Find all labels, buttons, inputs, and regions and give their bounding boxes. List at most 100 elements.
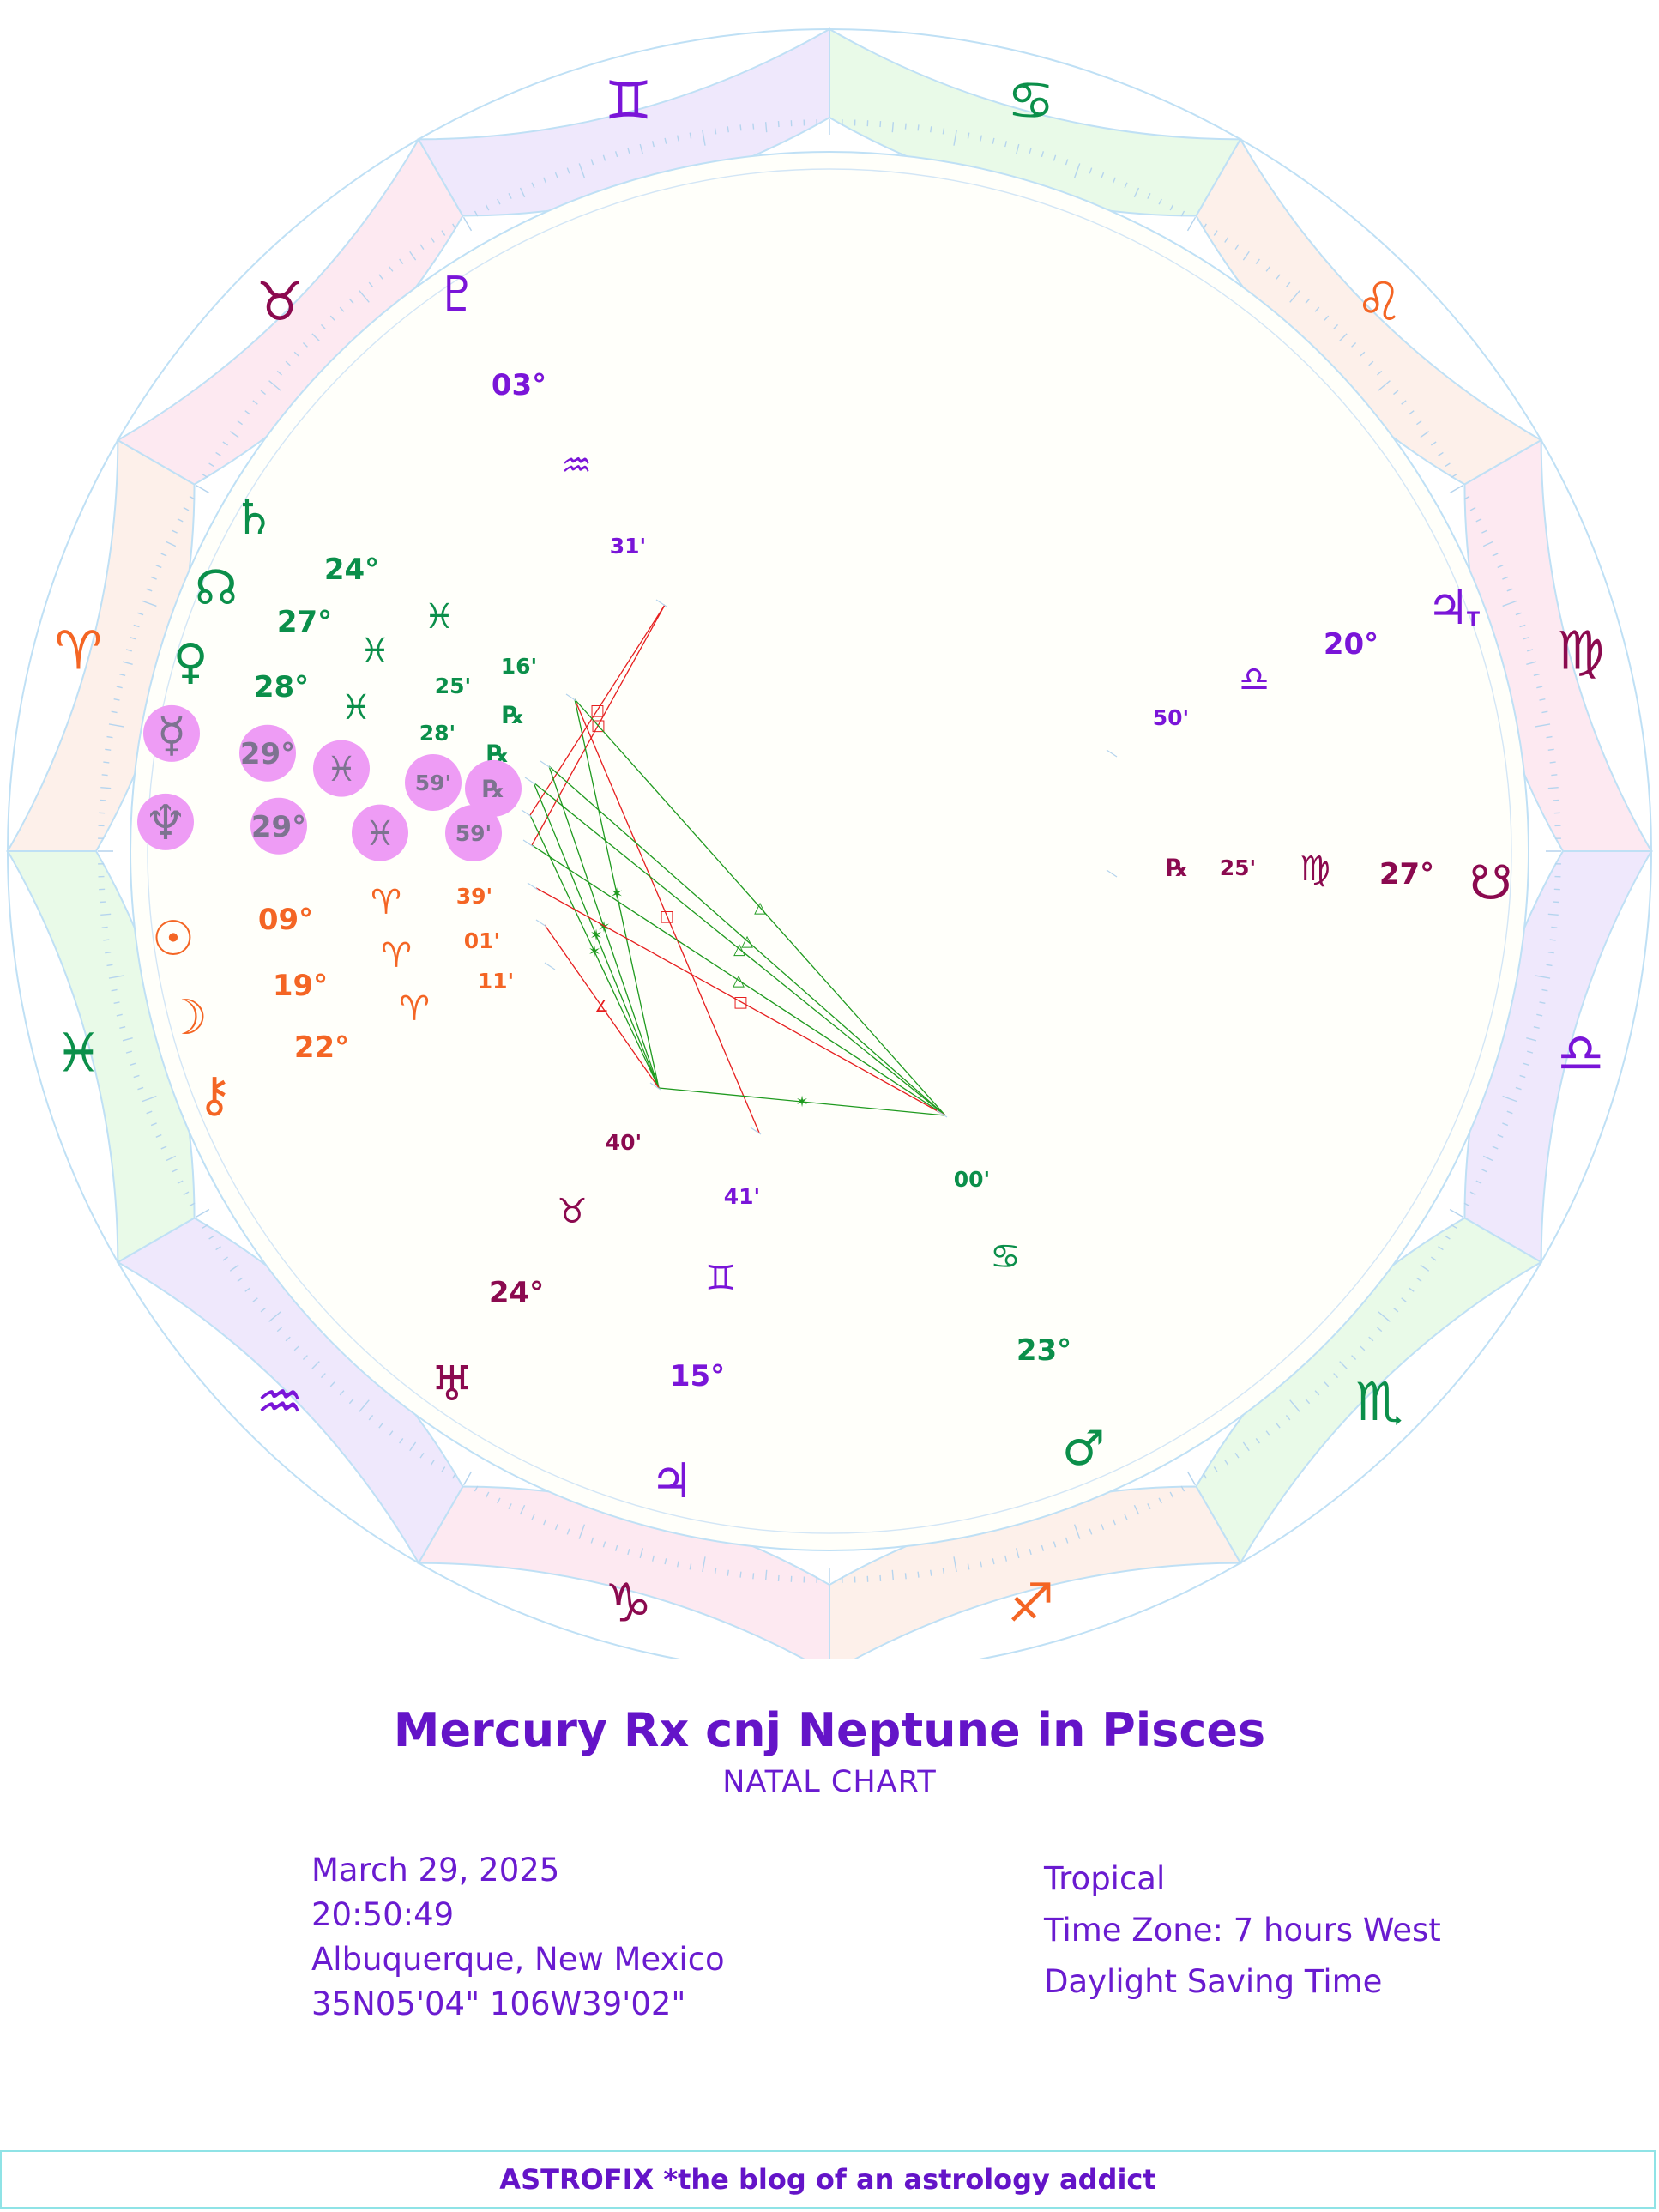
degree-tick <box>1101 1524 1105 1531</box>
degree-tick <box>1324 315 1330 321</box>
degree-tick <box>150 576 157 580</box>
planet-node[interactable]: ☊ 27° ♓ 25' ℞ <box>195 560 523 729</box>
degree-tick <box>1089 1528 1093 1535</box>
planet-saturn[interactable]: ♄ 24° ♓ 16' <box>232 490 537 679</box>
degree-tick <box>202 474 208 478</box>
degree-tick <box>474 210 479 217</box>
degree-tick <box>1506 588 1513 592</box>
degree-tick <box>1169 1491 1174 1498</box>
birth-data: March 29, 2025 20:50:49 Albuquerque, New… <box>311 1848 725 2027</box>
degree-tick <box>1469 1191 1476 1196</box>
sun-glyph-icon: ☉ <box>152 911 195 967</box>
degree-tick <box>276 1327 282 1333</box>
planet-vertex[interactable]: ♃T 20° ♎ 50' <box>1153 580 1480 730</box>
planet-mars[interactable]: ♂ 23° ♋ 00' <box>954 1167 1105 1477</box>
degree-tick <box>441 230 446 236</box>
vertex-minutes: 50' <box>1153 705 1189 730</box>
neptune-sign-icon: ♓ <box>365 814 395 854</box>
degree-tick <box>1535 975 1551 979</box>
footer-banner[interactable]: ASTROFIX *the blog of an astrology addic… <box>0 2150 1656 2209</box>
mercury-sign-icon: ♓ <box>326 750 357 789</box>
mercury-glyph-icon: ☿ <box>157 707 186 763</box>
retrograde-highlight <box>313 740 370 797</box>
degree-tick <box>100 913 112 916</box>
degree-tick <box>276 370 282 376</box>
degree-tick <box>1463 495 1470 500</box>
degree-tick <box>1360 351 1366 357</box>
degree-tick <box>320 1373 326 1379</box>
zodiac-glyph-aries-icon: ♈ <box>55 619 103 681</box>
zodiac-type: Tropical <box>1044 1860 1166 1897</box>
degree-tick <box>1147 1503 1151 1509</box>
planet-sun[interactable]: ☉ 09° ♈ 39' <box>152 883 492 967</box>
zodiac-glyph-scorpio-icon: ♏ <box>1355 1370 1403 1433</box>
planet-jupiter[interactable]: ♃ 15° ♊ 41' <box>650 1184 760 1509</box>
aspect-symbol-trine-icon: △ <box>754 899 766 917</box>
degree-tick <box>1549 761 1556 764</box>
zodiac-glyph-cancer-icon: ♋ <box>1007 69 1055 131</box>
degree-tick <box>639 1548 644 1559</box>
degree-tick <box>133 624 140 628</box>
degree-tick <box>122 1036 133 1042</box>
chiron-sign-icon: ♈ <box>399 989 430 1029</box>
degree-tick <box>389 266 394 272</box>
degree-tick <box>554 1524 558 1531</box>
planet-mercury[interactable]: ☿ 29° ♓ 59' ℞ <box>143 704 522 817</box>
degree-tick <box>1541 988 1548 992</box>
planet-chiron[interactable]: ⚷ 22° ♈ 11' <box>196 969 514 1123</box>
neptune-degree: 29° <box>251 810 306 844</box>
south-node-retrograde-icon: ℞ <box>1166 854 1187 882</box>
degree-tick <box>1492 553 1499 557</box>
degree-tick <box>1305 1399 1311 1405</box>
retrograde-highlight <box>143 704 200 762</box>
degree-tick <box>419 1452 425 1459</box>
degree-tick <box>1276 274 1281 280</box>
aspect-line-saturn-jupiter <box>574 698 760 1133</box>
aspect-symbol-square-icon: □ <box>733 994 748 1012</box>
degree-tick <box>430 237 435 243</box>
degree-tick <box>1547 748 1554 751</box>
planet-neptune[interactable]: ♆ 29° ♓ 59' <box>137 793 502 861</box>
degree-tick <box>452 1472 456 1479</box>
degree-tick <box>1213 1466 1218 1472</box>
degree-tick <box>202 1224 208 1229</box>
degree-tick <box>339 306 345 312</box>
planet-tick-chiron <box>544 962 556 970</box>
mercury-retrograde-icon: ℞ <box>482 775 504 803</box>
chart-subtitle: NATAL CHART <box>722 1765 937 1799</box>
mercury-degree: 29° <box>240 737 295 771</box>
degree-tick <box>1029 147 1032 154</box>
degree-tick <box>1551 774 1558 777</box>
aspect-line-mercury-uranus <box>529 814 660 1089</box>
degree-tick <box>111 710 118 714</box>
node-retrograde-icon: ℞ <box>502 701 523 729</box>
degree-tick <box>739 1571 742 1578</box>
planet-tick-uranus <box>649 1082 661 1091</box>
venus-glyph-icon: ♀ <box>172 634 208 690</box>
degree-tick <box>904 123 907 130</box>
south-node-minutes: 25' <box>1220 855 1256 880</box>
planet-pluto[interactable]: ♇ 03° ♒ 31' <box>436 267 646 559</box>
degree-tick <box>311 333 320 341</box>
degree-tick <box>1186 216 1197 232</box>
degree-tick <box>1158 198 1162 205</box>
planet-tick-vertex <box>1106 749 1118 758</box>
degree-tick <box>244 1287 250 1292</box>
degree-tick <box>125 1050 132 1054</box>
degree-tick <box>992 137 995 144</box>
saturn-minutes: 16' <box>501 654 537 679</box>
degree-tick <box>244 410 250 415</box>
degree-tick <box>1112 1519 1116 1526</box>
degree-tick <box>764 122 768 133</box>
planet-south-node[interactable]: ☋ 27° ♍ 25' ℞ <box>1166 849 1511 911</box>
degree-tick <box>474 1485 479 1492</box>
aspect-line-node-uranus <box>548 765 660 1089</box>
planet-moon[interactable]: ☽ 19° ♈ 01' <box>165 928 500 1046</box>
aspect-symbol-sextile-icon: ✶ <box>589 927 602 945</box>
degree-tick <box>1438 451 1444 456</box>
planet-uranus[interactable]: ♅ 24° ♉ 40' <box>431 1130 642 1412</box>
zodiac-glyph-capricorn-icon: ♑ <box>605 1572 653 1635</box>
degree-tick <box>1449 484 1464 494</box>
time-zone: Time Zone: 7 hours West <box>1044 1912 1441 1949</box>
degree-tick <box>1546 964 1553 967</box>
